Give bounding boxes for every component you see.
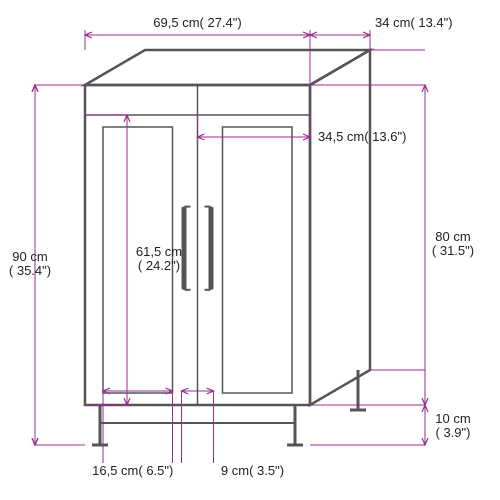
dim-depth-label: 34 cm( 13.4") — [375, 15, 453, 30]
handle-right — [209, 207, 214, 290]
dim-panel-label: 16,5 cm( 6.5") — [92, 463, 173, 478]
dim-totalh-l2: ( 35.4") — [9, 263, 51, 278]
handle-left — [182, 207, 187, 290]
dim-bodyh-l2: ( 31.5") — [432, 243, 474, 258]
dim-leg-l1: 10 cm — [435, 411, 470, 426]
dimension-diagram: 69,5 cm( 27.4") 34 cm( 13.4") 34,5 cm( 13.… — [0, 0, 500, 500]
dim-width-label: 69,5 cm( 27.4") — [153, 15, 241, 30]
dim-doorheight-label: 61,5 cm( 24.2") — [136, 244, 182, 273]
dim-interior-label: 34,5 cm( 13.6") — [318, 129, 406, 144]
dim-leg-l2: ( 3.9") — [436, 425, 471, 440]
dim-bodyh-l1: 80 cm — [435, 229, 470, 244]
dim-gap-label: 9 cm( 3.5") — [221, 463, 284, 478]
dim-totalh-l1: 90 cm — [12, 249, 47, 264]
